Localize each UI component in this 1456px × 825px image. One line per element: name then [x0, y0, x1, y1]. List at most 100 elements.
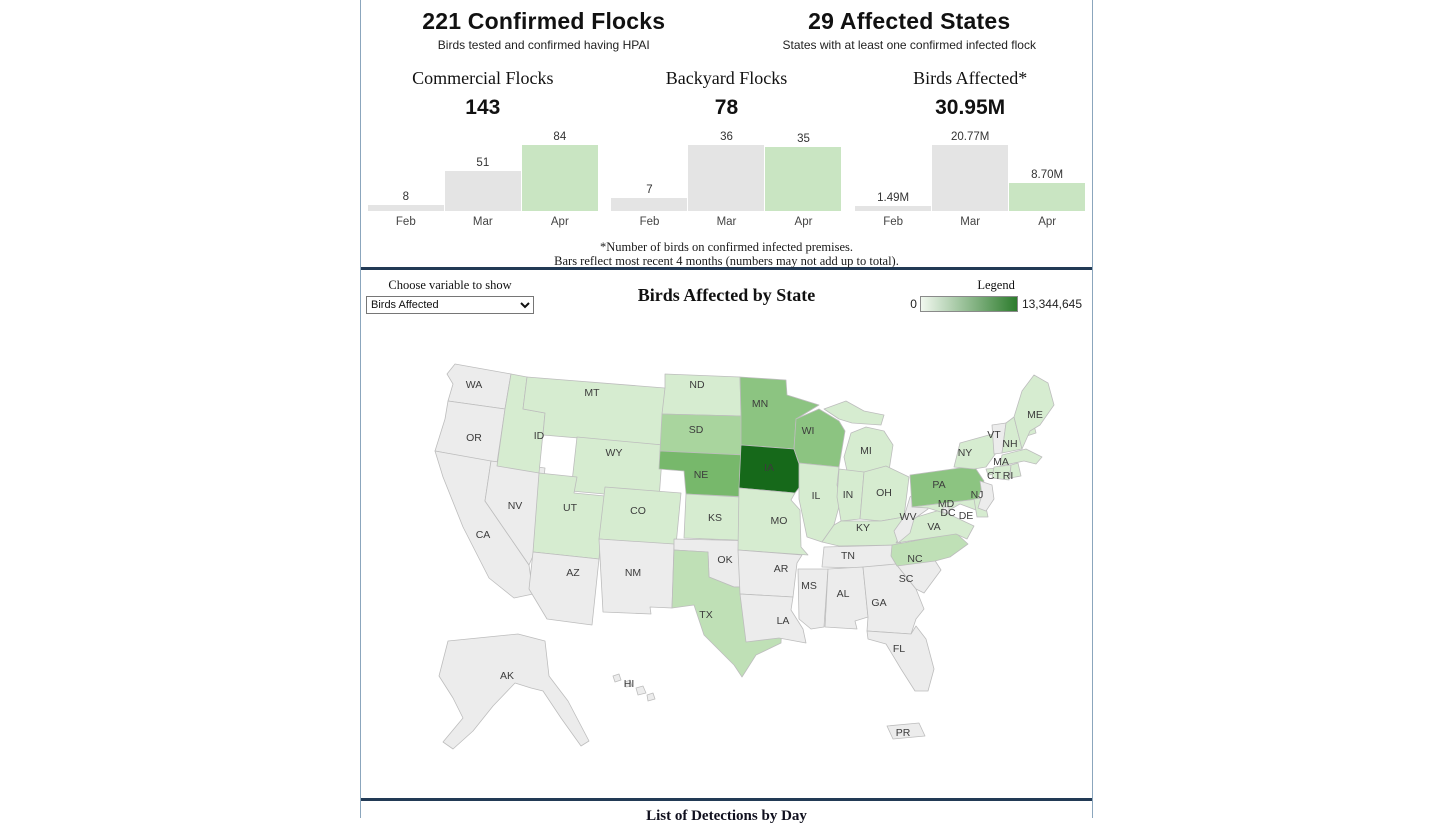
state-ak[interactable]	[438, 633, 590, 750]
state-co[interactable]	[598, 486, 682, 546]
variable-select-dropdown[interactable]: Birds Affected	[366, 296, 534, 314]
state-ms[interactable]	[797, 568, 829, 630]
month-axis-label: Apr	[1038, 216, 1057, 228]
headline-stats-row: 221 Confirmed Flocks Birds tested and co…	[361, 0, 1092, 52]
legend-scale: 0 13,344,645	[910, 296, 1082, 312]
month-axis-label: Feb	[395, 216, 416, 228]
month-axis-label: Mar	[960, 216, 981, 228]
bar-value-label: 7	[646, 184, 653, 196]
bar-cell-mar: 51 Mar	[444, 130, 521, 228]
bar-cell-apr: 8.70M Apr	[1009, 130, 1086, 228]
bar-cell-feb: 8 Feb	[367, 130, 444, 228]
bar-cell-feb: 1.49M Feb	[855, 130, 932, 228]
state-ar[interactable]	[737, 549, 803, 598]
bar-value-label: 51	[476, 157, 490, 169]
bar-value-label: 84	[553, 131, 567, 143]
map-section: Choose variable to show Birds Affected B…	[361, 270, 1092, 798]
state-hi[interactable]	[612, 673, 656, 702]
birds-affected-bar-chart: 1.49M Feb 20.77M Mar 8.70M Apr	[848, 130, 1092, 228]
summary-section: 221 Confirmed Flocks Birds tested and co…	[361, 0, 1092, 269]
month-axis-label: Mar	[472, 216, 493, 228]
kpi-commercial-flocks: Commercial Flocks 143 8 Feb 51 Mar 84 Apr	[361, 68, 605, 228]
bar-value-label: 8	[402, 191, 410, 203]
state-nj[interactable]	[977, 480, 995, 512]
state-sd[interactable]	[659, 413, 745, 456]
state-mi[interactable]	[823, 400, 894, 481]
affected-states-subtitle: States with at least one confirmed infec…	[782, 38, 1036, 52]
kpi-row: Commercial Flocks 143 8 Feb 51 Mar 84 Apr Bac…	[361, 68, 1092, 228]
state-me[interactable]	[1013, 374, 1055, 450]
kpi-title: Backyard Flocks	[665, 68, 788, 88]
bar-cell-apr: 84 Apr	[521, 130, 598, 228]
bar-value-label: 1.49M	[877, 192, 910, 204]
month-axis-label: Apr	[794, 216, 813, 228]
state-ct[interactable]	[991, 464, 1012, 481]
bar-value-label: 35	[797, 133, 810, 145]
confirmed-flocks-subtitle: Birds tested and confirmed having HPAI	[437, 38, 650, 52]
bar-feb[interactable]	[367, 205, 444, 211]
stat-confirmed-flocks: 221 Confirmed Flocks Birds tested and co…	[361, 8, 727, 52]
kpi-backyard-flocks: Backyard Flocks 78 7 Feb 36 Mar 35 Apr	[605, 68, 849, 228]
state-nd[interactable]	[661, 373, 742, 417]
bar-feb[interactable]	[855, 206, 932, 211]
section-divider	[361, 267, 1092, 270]
state-la[interactable]	[739, 593, 807, 644]
state-pr[interactable]	[886, 722, 926, 740]
state-ne[interactable]	[658, 450, 751, 498]
kpi-title: Commercial Flocks	[412, 68, 554, 88]
state-dc[interactable]	[942, 506, 950, 514]
map-title: Birds Affected by State	[637, 285, 816, 305]
bar-value-label: 8.70M	[1031, 169, 1064, 181]
bar-cell-mar: 20.77M Mar	[932, 130, 1009, 228]
legend-label: Legend	[977, 278, 1015, 292]
footnote-line-2: Bars reflect most recent 4 months (numbe…	[554, 254, 899, 269]
detections-section: List of Detections by Day	[361, 808, 1092, 825]
bar-apr[interactable]	[765, 147, 842, 211]
bar-mar[interactable]	[444, 171, 521, 211]
state-az[interactable]	[528, 551, 600, 626]
stat-affected-states: 29 Affected States States with at least …	[727, 8, 1093, 52]
month-axis-label: Apr	[550, 216, 569, 228]
state-wi[interactable]	[793, 408, 846, 468]
variable-control-label: Choose variable to show	[388, 278, 512, 292]
state-fl[interactable]	[866, 625, 935, 692]
state-nm[interactable]	[598, 538, 675, 615]
state-mt[interactable]	[522, 376, 666, 446]
affected-states-title: 29 Affected States	[808, 8, 1011, 34]
legend-min-value: 0	[910, 297, 917, 311]
kpi-value: 30.95M	[935, 96, 1006, 119]
state-oh[interactable]	[859, 465, 910, 522]
bar-value-label: 36	[720, 131, 733, 143]
variable-control: Choose variable to show Birds Affected	[365, 278, 535, 314]
bar-feb[interactable]	[611, 198, 688, 211]
kpi-birds-affected: Birds Affected* 30.95M 1.49M Feb 20.77M Mar…	[848, 68, 1092, 228]
confirmed-flocks-title: 221 Confirmed Flocks	[422, 8, 666, 34]
kpi-value: 78	[714, 96, 739, 119]
backyard-flocks-bar-chart: 7 Feb 36 Mar 35 Apr	[605, 130, 849, 228]
bar-cell-apr: 35 Apr	[765, 130, 842, 228]
state-ri[interactable]	[1009, 462, 1022, 479]
bar-mar[interactable]	[688, 145, 765, 211]
bar-value-label: 20.77M	[950, 131, 990, 143]
state-mo[interactable]	[737, 487, 809, 556]
map-legend: Legend 0 13,344,645	[910, 278, 1082, 312]
bar-apr[interactable]	[521, 145, 598, 211]
footnote-line-1: *Number of birds on confirmed infected p…	[599, 240, 854, 254]
kpi-title: Birds Affected*	[913, 68, 1028, 88]
state-in[interactable]	[836, 468, 865, 522]
section-divider	[361, 798, 1092, 801]
state-al[interactable]	[824, 566, 869, 630]
legend-gradient-bar	[919, 296, 1018, 312]
legend-max-value: 13,344,645	[1021, 297, 1082, 311]
bar-cell-feb: 7 Feb	[611, 130, 688, 228]
month-axis-label: Mar	[716, 216, 737, 228]
bar-mar[interactable]	[932, 145, 1009, 211]
bar-apr[interactable]	[1009, 183, 1086, 211]
detections-list-title: List of Detections by Day	[646, 808, 807, 824]
bar-cell-mar: 36 Mar	[688, 130, 765, 228]
month-axis-label: Feb	[639, 216, 660, 228]
state-tx[interactable]	[671, 549, 784, 678]
kpi-value: 143	[465, 96, 501, 119]
month-axis-label: Feb	[883, 216, 904, 228]
